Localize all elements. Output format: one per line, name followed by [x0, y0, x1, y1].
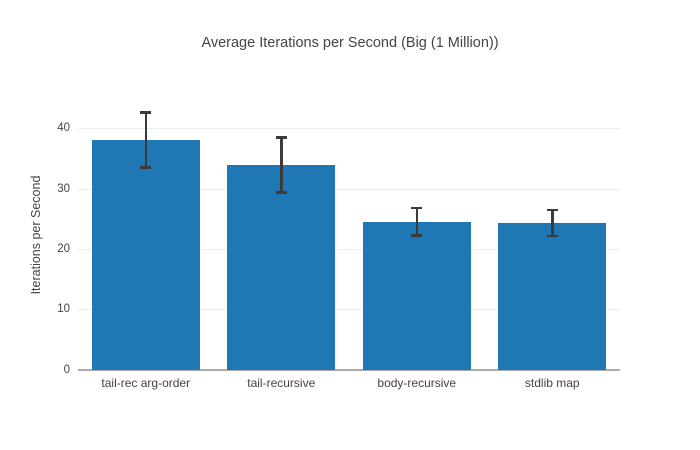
y-tick-label: 40 [57, 122, 70, 135]
x-tick-label: tail-recursive [247, 376, 316, 390]
x-tick-label: stdlib map [524, 376, 580, 390]
y-tick-label: 0 [63, 363, 70, 376]
plot-area [78, 100, 620, 371]
y-tick-label: 30 [57, 182, 70, 195]
bar-2 [227, 165, 336, 370]
error-bar-stem [551, 209, 554, 237]
error-bar-stem [280, 137, 283, 193]
error-bar-cap-top [275, 136, 287, 139]
error-bar-cap-top [546, 208, 558, 212]
bar-3 [362, 221, 471, 370]
error-bar-cap-bottom [140, 166, 152, 169]
bar-4 [498, 222, 607, 370]
error-bar-cap-bottom [411, 234, 423, 237]
error-bar-stem [415, 207, 418, 236]
y-tick-label: 10 [57, 303, 70, 316]
gridline [78, 128, 620, 130]
x-tick-label: body-recursive [377, 376, 457, 390]
gridline [78, 309, 620, 311]
bar-1 [91, 139, 200, 370]
error-bar-cap-bottom [275, 191, 287, 194]
error-bar-cap-bottom [546, 234, 558, 238]
error-bar-cap-top [140, 111, 152, 114]
y-tick-label: 20 [57, 242, 70, 255]
gridline [78, 188, 620, 190]
x-tick-label: tail-rec arg-order [101, 376, 191, 390]
x-axis-line [78, 369, 620, 371]
chart-title: Average Iterations per Second (Big (1 Mi… [201, 35, 499, 51]
error-bar-cap-top [411, 206, 423, 210]
error-bar-stem [144, 112, 147, 168]
gridline [78, 248, 620, 250]
